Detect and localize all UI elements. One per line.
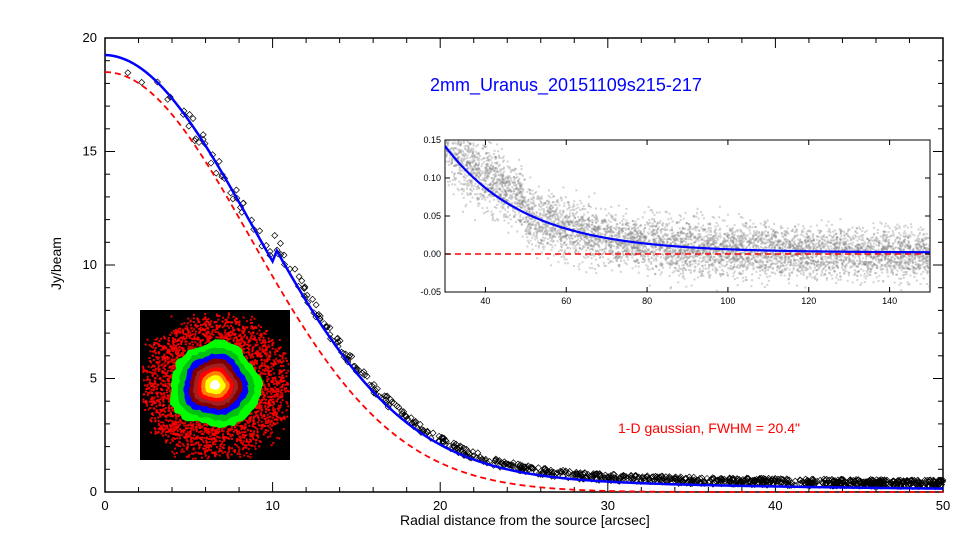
x-tick-label: 40 <box>768 498 782 513</box>
inset-x-tick-label: 100 <box>720 296 735 306</box>
y-axis-label: Jy/beam <box>48 237 64 290</box>
inset-y-tick-label: 0.15 <box>423 135 441 145</box>
y-tick-label: 15 <box>83 144 97 159</box>
inset-x-tick-label: 80 <box>642 296 652 306</box>
inset-y-tick-label: -0.05 <box>420 287 441 297</box>
gaussian-annotation: 1-D gaussian, FWHM = 20.4" <box>618 420 800 436</box>
inset-y-tick-label: 0.00 <box>423 249 441 259</box>
x-tick-label: 50 <box>936 498 950 513</box>
inset-x-tick-label: 120 <box>801 296 816 306</box>
y-tick-label: 5 <box>90 371 97 386</box>
inset-x-tick-label: 40 <box>480 296 490 306</box>
inset-frame <box>445 140 930 292</box>
x-tick-label: 10 <box>265 498 279 513</box>
x-tick-label: 30 <box>601 498 615 513</box>
x-tick-label: 0 <box>101 498 108 513</box>
inset-y-tick-label: 0.05 <box>423 211 441 221</box>
y-tick-label: 0 <box>90 484 97 499</box>
x-tick-label: 20 <box>433 498 447 513</box>
chart-title: 2mm_Uranus_20151109s215-217 <box>430 75 702 96</box>
y-tick-label: 20 <box>83 30 97 45</box>
inset-x-tick-label: 140 <box>882 296 897 306</box>
inset-y-tick-label: 0.10 <box>423 173 441 183</box>
y-tick-label: 10 <box>83 257 97 272</box>
x-axis-label: Radial distance from the source [arcsec] <box>400 512 650 528</box>
inset-x-tick-label: 60 <box>561 296 571 306</box>
